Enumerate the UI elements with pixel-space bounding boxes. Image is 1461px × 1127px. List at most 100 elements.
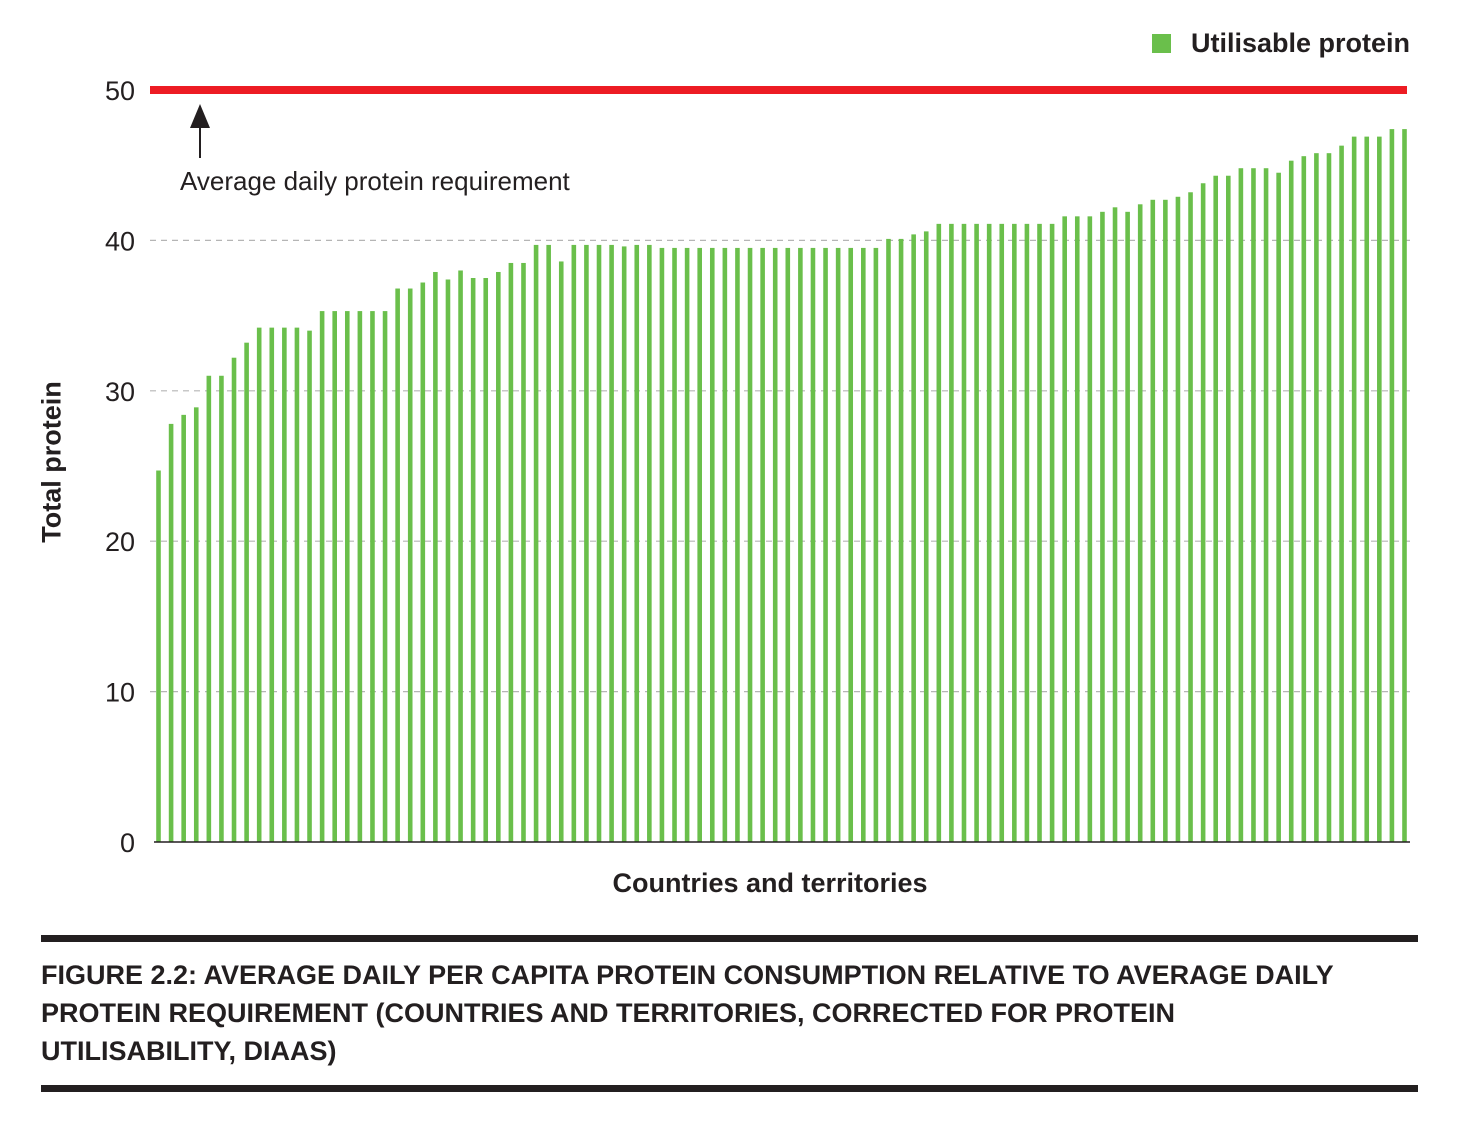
bar [496, 271, 501, 843]
bar [332, 311, 337, 843]
bar [231, 357, 237, 842]
bar [999, 223, 1005, 843]
bar [1351, 136, 1357, 842]
bar [521, 262, 526, 843]
bar [785, 247, 791, 843]
bar [974, 223, 979, 843]
bar [861, 247, 866, 843]
bar [1288, 160, 1294, 842]
figure-caption: FIGURE 2.2: AVERAGE DAILY PER CAPITA PRO… [41, 960, 1334, 1066]
bar [772, 247, 778, 843]
bar [433, 271, 438, 843]
bar [1238, 168, 1244, 842]
bar [1301, 156, 1307, 842]
bar [1049, 223, 1055, 843]
bar [420, 282, 426, 842]
bar [936, 223, 942, 843]
bar [609, 244, 614, 842]
bar [1163, 199, 1168, 843]
bar [949, 223, 954, 843]
bar [1402, 129, 1407, 843]
legend-swatch [1152, 33, 1171, 53]
bar [923, 231, 929, 842]
bar [1125, 211, 1130, 842]
bar [407, 288, 413, 842]
reference-layer: Average daily protein requirement [150, 86, 1407, 196]
bar [168, 423, 174, 842]
bar [319, 311, 325, 843]
bar [571, 244, 577, 842]
bar [244, 342, 249, 842]
bar [1024, 223, 1030, 843]
caption-rule-bottom [41, 1085, 1418, 1092]
bar [961, 223, 967, 843]
bar [1137, 204, 1143, 843]
bar [282, 327, 287, 842]
bar [307, 330, 312, 842]
bar [1377, 136, 1382, 842]
legend: Utilisable protein [1152, 26, 1410, 60]
bar [1200, 183, 1206, 842]
y-tick-label: 50 [105, 76, 135, 106]
caption-rule-top [41, 935, 1418, 942]
bar [911, 234, 916, 842]
bar [206, 375, 212, 842]
bar [558, 261, 564, 843]
bar [735, 247, 740, 843]
bar [1251, 168, 1256, 842]
bar [747, 247, 753, 843]
bar [898, 238, 904, 842]
chart: 0 10 20 30 40 50 Average daily protein requir… [105, 76, 1410, 858]
bar [395, 288, 400, 842]
bar [1314, 153, 1319, 843]
bar [1074, 216, 1080, 843]
bar [1150, 199, 1156, 843]
bar [344, 311, 350, 843]
bar [1226, 175, 1231, 843]
bar [1062, 216, 1067, 843]
legend-label: Utilisable protein [1191, 27, 1411, 58]
bar [508, 262, 514, 843]
bar [1339, 145, 1344, 842]
bar [1188, 192, 1193, 842]
bar [269, 327, 275, 842]
bar [986, 223, 992, 843]
bar [886, 238, 891, 842]
bar [1326, 153, 1332, 843]
bar [810, 247, 816, 843]
bar [697, 247, 702, 843]
bar [1263, 168, 1269, 842]
bar [294, 327, 300, 842]
bar [1276, 172, 1281, 843]
bar [848, 247, 854, 843]
bar [370, 311, 375, 843]
bar [1175, 196, 1181, 842]
bar [1100, 211, 1105, 842]
bar [760, 247, 765, 843]
requirement-annotation: Average daily protein requirement [180, 166, 571, 196]
y-tick-label: 20 [105, 527, 135, 557]
bar [181, 414, 186, 842]
bar [156, 470, 161, 842]
bar [659, 247, 665, 843]
bar [1112, 207, 1118, 842]
y-axis-title: Total protein [36, 381, 67, 543]
bar [596, 244, 602, 842]
y-tick-label: 30 [105, 377, 135, 407]
grid-lines [150, 239, 1410, 693]
bar [1087, 216, 1093, 843]
bar [634, 244, 640, 842]
bar [256, 327, 262, 842]
bar [483, 278, 489, 842]
bar [684, 247, 690, 843]
bar [621, 246, 627, 843]
x-axis-title: Countries and territories [612, 868, 928, 898]
bar [382, 311, 388, 843]
bar [798, 247, 803, 843]
bar [835, 247, 841, 843]
bar [647, 244, 652, 842]
y-tick-label: 0 [120, 828, 135, 858]
bar [1389, 129, 1395, 843]
bar [546, 244, 551, 842]
bar [193, 407, 199, 842]
